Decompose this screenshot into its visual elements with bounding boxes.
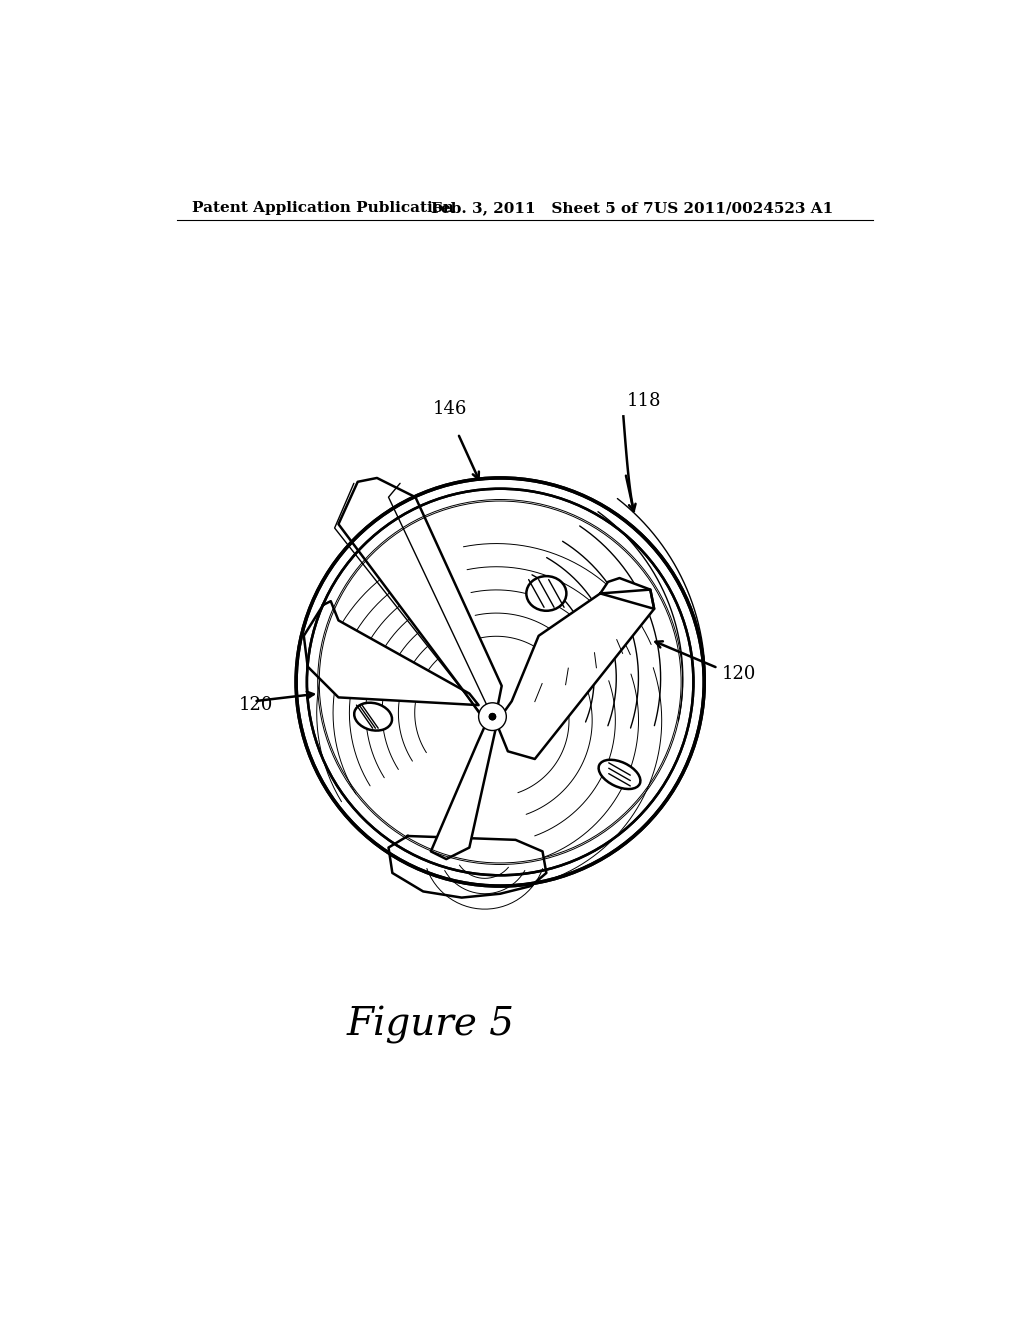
Text: Figure 5: Figure 5 — [347, 1006, 515, 1044]
Polygon shape — [431, 723, 497, 859]
Polygon shape — [304, 601, 478, 705]
Polygon shape — [307, 495, 493, 793]
Polygon shape — [600, 578, 654, 609]
Polygon shape — [493, 616, 693, 867]
Ellipse shape — [526, 576, 566, 611]
Polygon shape — [497, 590, 654, 759]
Circle shape — [489, 714, 496, 719]
Text: 120: 120 — [722, 665, 757, 684]
Polygon shape — [451, 488, 682, 717]
Ellipse shape — [599, 760, 640, 789]
Circle shape — [478, 702, 506, 730]
Circle shape — [307, 488, 693, 875]
Circle shape — [292, 474, 708, 890]
Text: 120: 120 — [239, 696, 272, 714]
Polygon shape — [339, 478, 502, 721]
Text: 118: 118 — [628, 392, 662, 411]
Text: Patent Application Publication: Patent Application Publication — [193, 202, 455, 215]
Ellipse shape — [354, 702, 392, 730]
Text: Feb. 3, 2011   Sheet 5 of 7: Feb. 3, 2011 Sheet 5 of 7 — [431, 202, 653, 215]
Text: 146: 146 — [433, 400, 467, 418]
Circle shape — [489, 714, 496, 719]
Polygon shape — [388, 836, 547, 898]
Text: US 2011/0024523 A1: US 2011/0024523 A1 — [654, 202, 834, 215]
